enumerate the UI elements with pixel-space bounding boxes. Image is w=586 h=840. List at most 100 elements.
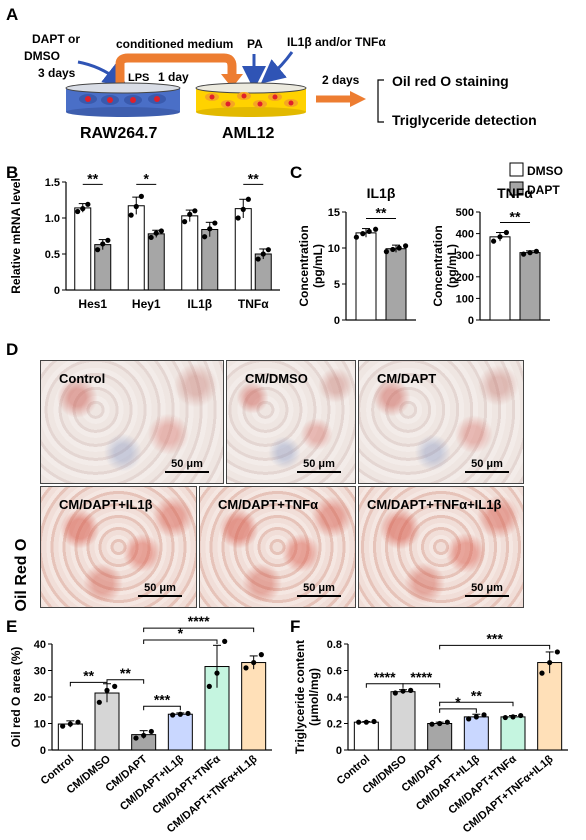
y-axis-label: (pg/mL) [311,244,325,288]
legend-swatch-dmso [509,162,524,177]
panel-f-chart: F 0 0.2 0.4 0.6 0.8 Triglyceride content (μmol… [290,617,568,835]
data-point [392,690,398,696]
orange-arrow-transfer [115,53,237,86]
data-point [265,247,271,253]
micrograph-label: CM/DAPT+IL1β [59,497,153,512]
data-point [353,234,359,240]
significance-label: ** [248,170,259,186]
significance-bracket [143,627,255,633]
data-point [437,720,443,727]
data-point [527,250,533,256]
data-point [444,719,450,725]
data-point [481,712,487,718]
y-tick-label: 0 [468,315,474,325]
significance-bracket [106,679,145,684]
data-point [245,196,251,202]
data-point [177,711,183,717]
x-tick-label: CM/DAPT+IL1β [414,753,483,813]
significance-label: ** [87,170,98,186]
panel-label-b: B [6,163,18,182]
legend: DMSO DAPT [509,162,563,197]
y-tick-label: 0 [336,745,342,757]
micrograph-cm-dapt-tnfa-il1b: CM/DAPT+TNFα+IL1β 50 μm [358,486,524,608]
data-point [251,659,257,666]
bar [241,662,267,751]
panel-d-header: D [6,340,18,359]
significance-label: ** [120,665,131,681]
blue-arrow-dapt [77,60,128,88]
il-tnf-label: IL1β and/or TNFα [287,35,386,49]
dapt-label-line3: 3 days [38,66,76,80]
data-point [390,246,396,253]
micrograph-cm-dapt: CM/DAPT 50 μm [358,360,524,484]
data-point [554,649,560,655]
data-point [258,652,264,658]
y-axis-label: Triglyceride content [293,640,307,754]
significance-label: **** [188,613,210,629]
y-axis-label: (pg/mL) [445,244,459,288]
significance-bracket [69,681,108,687]
legend-swatch-dapt [509,181,524,196]
data-point [360,231,366,237]
data-point [60,723,66,729]
data-point [510,714,516,720]
panel-label-f: F [290,617,300,636]
significance-label: **** [410,669,432,685]
data-point [518,712,524,719]
pa-label: PA [247,37,263,51]
bar [167,713,193,751]
two-days-label: 2 days [322,73,360,87]
micrograph-cm-dapt-il1b: CM/DAPT+IL1β 50 μm [40,486,197,608]
data-point [96,699,102,705]
y-tick-label: 0.2 [327,719,342,731]
bar [147,233,165,291]
bar [463,716,489,751]
data-point [206,683,212,689]
y-tick-label: 0 [334,315,340,325]
bar [537,662,563,751]
y-tick-label: 0 [40,745,46,757]
scale-bar: 50 μm [297,582,341,597]
data-point [185,710,191,717]
data-point [363,719,369,725]
data-point [521,251,527,257]
data-point [214,670,220,676]
data-point [95,247,101,253]
chart-title: TNFα [497,185,533,201]
orange-arrow-two-days-head [350,91,366,107]
significance-bracket [143,705,181,711]
data-point [260,251,266,257]
data-point [112,683,118,689]
scale-bar: 50 μm [165,458,209,473]
data-point [141,732,147,739]
data-point [133,203,139,210]
significance-bracket [439,701,514,707]
y-axis-label: Oil red O area (%) [9,647,23,748]
data-point [403,243,409,249]
data-point [85,201,91,207]
data-point [222,638,228,644]
data-point [187,211,193,217]
significance-label: ** [471,687,482,703]
bar [500,716,526,751]
orange-arrow-head [221,74,243,88]
data-point [400,688,406,694]
micrograph-cm-dmso: CM/DMSO 50 μm [226,360,356,484]
bar [519,252,541,321]
y-axis-label: Relative mRNA level [9,178,23,294]
data-point [148,728,154,735]
data-point [158,228,164,234]
data-point [67,721,73,727]
data-point [235,215,241,221]
bar [234,208,252,291]
data-point [192,208,198,214]
data-point [170,712,176,718]
x-tick-label: Hey1 [132,297,161,311]
data-point [182,219,188,225]
y-axis-label: (μmol/mg) [307,668,321,726]
data-point [105,237,111,243]
data-point [133,735,139,741]
micrograph-control: Control 50 μm [40,360,224,484]
x-tick-label: CM/DAPT+IL1β [118,753,187,813]
y-tick-label: 1.0 [45,213,60,225]
